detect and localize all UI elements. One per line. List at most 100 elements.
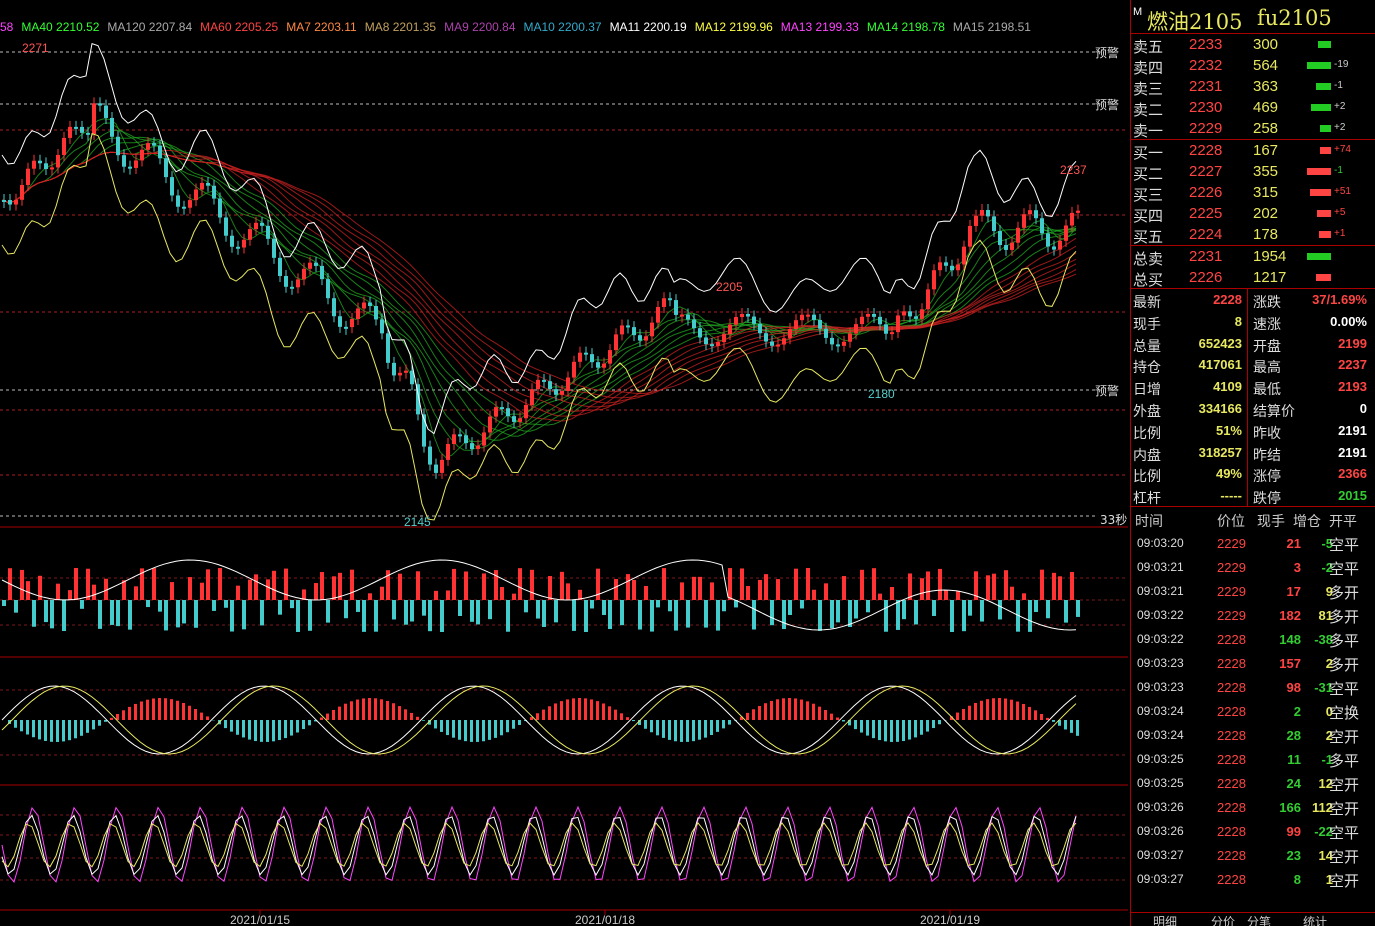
stat-row: 外盘 334166 结算价 0 <box>1131 398 1375 420</box>
volume-bar <box>728 568 732 600</box>
macd-bar <box>410 712 413 720</box>
ask-level[interactable]: 卖四 2232 564 -19 <box>1131 55 1375 77</box>
macd-bar <box>50 720 53 742</box>
candle-body <box>668 298 672 301</box>
candle-body <box>410 370 414 385</box>
tick-row[interactable]: 09:03:27 2228 8 1 空开 <box>1131 867 1375 891</box>
tick-row[interactable]: 09:03:22 2228 148 -38 多平 <box>1131 627 1375 651</box>
bid-level[interactable]: 买五 2224 178 +1 <box>1131 224 1375 246</box>
candle-body <box>812 314 816 320</box>
stat-value: 652423 <box>1198 335 1242 351</box>
tick-row[interactable]: 09:03:23 2228 157 2 多开 <box>1131 651 1375 675</box>
candle-body <box>254 222 258 230</box>
candle-body <box>1034 210 1038 219</box>
ask-book: 卖五 2233 300 卖四 2232 564 -19 卖三 2231 363 -1 卖二 2230 46… <box>1131 34 1375 140</box>
tick-row[interactable]: 09:03:21 2229 3 -2 空平 <box>1131 555 1375 579</box>
tick-row[interactable]: 09:03:26 2228 99 -22 空平 <box>1131 819 1375 843</box>
bid-level[interactable]: 买一 2228 167 +74 <box>1131 140 1375 162</box>
macd-bar <box>194 709 197 720</box>
volume-bar <box>914 600 918 625</box>
candle-body <box>842 341 846 346</box>
tick-row[interactable]: 09:03:22 2229 182 81 多开 <box>1131 603 1375 627</box>
tick-time: 09:03:20 <box>1137 536 1184 550</box>
candle-body <box>1028 210 1032 215</box>
tick-volume: 11 <box>1287 752 1301 767</box>
tick-time: 09:03:27 <box>1137 848 1184 862</box>
volume-bar <box>584 600 588 632</box>
tick-volume: 166 <box>1279 800 1301 815</box>
volume-bar <box>944 590 948 600</box>
volume-bar <box>446 590 450 600</box>
tick-row[interactable]: 09:03:27 2228 23 14 空开 <box>1131 843 1375 867</box>
macd-bar <box>1064 720 1067 730</box>
tick-row[interactable]: 09:03:20 2229 21 -5 空平 <box>1131 531 1375 555</box>
tick-volume: 23 <box>1286 848 1301 863</box>
candle-body <box>656 306 660 323</box>
volume-bar <box>158 600 162 612</box>
candle-body <box>242 239 246 248</box>
candle-body <box>74 126 78 129</box>
level-price: 2230 <box>1189 99 1223 116</box>
macd-bar <box>128 706 131 720</box>
candle-body <box>524 404 528 419</box>
level-volume: 167 <box>1253 142 1279 159</box>
ma-line <box>1 151 1077 412</box>
tick-type: 空开 <box>1329 873 1360 890</box>
macd-bar <box>980 700 983 720</box>
tab-detail[interactable]: 明细 <box>1153 915 1178 926</box>
candle-body <box>1016 227 1020 243</box>
volume-bar <box>638 600 642 630</box>
tick-row[interactable]: 09:03:21 2229 17 9 多开 <box>1131 579 1375 603</box>
macd-bar <box>320 717 323 720</box>
tick-row[interactable]: 09:03:24 2228 28 2 空开 <box>1131 723 1375 747</box>
stat-label: 杠杆 <box>1133 490 1161 507</box>
stat-row: 杠杆 ----- 跌停 2015 <box>1131 485 1375 507</box>
candle-body <box>536 379 540 390</box>
volume-bar <box>764 574 768 600</box>
macd-bar <box>656 720 659 736</box>
volume-bar <box>524 600 528 613</box>
bid-level[interactable]: 总买 2226 1217 <box>1131 267 1375 289</box>
tab-stats[interactable]: 统计 <box>1303 915 1328 926</box>
tick-oi-change: 12 <box>1318 776 1333 791</box>
tab-price-dist[interactable]: 分价 <box>1211 915 1236 926</box>
kline-chart-area[interactable]: 预警 预警 预警 33秒 2271 2145 2205 2180 2237 2021/01/15 2… <box>0 0 1128 926</box>
ask-level[interactable]: 卖二 2230 469 +2 <box>1131 97 1375 119</box>
stat-value: 2015 <box>1338 488 1367 504</box>
volume-bar <box>1319 231 1331 238</box>
volume-bar <box>974 571 978 600</box>
volume-bar <box>1310 189 1331 196</box>
candle-body <box>134 160 138 168</box>
volume-bar <box>950 600 954 632</box>
bid-level[interactable]: 买二 2227 355 -1 <box>1131 161 1375 183</box>
ma-legend-item: MA7 2203.11 <box>286 20 357 34</box>
tick-row[interactable]: 09:03:23 2228 98 -31 空平 <box>1131 675 1375 699</box>
ask-level[interactable]: 总卖 2231 1954 <box>1131 246 1375 268</box>
instrument-code: fu2105 <box>1257 6 1332 30</box>
tick-row[interactable]: 09:03:25 2228 11 -1 多平 <box>1131 747 1375 771</box>
macd-bar <box>1052 720 1055 722</box>
volume-bar <box>1058 576 1062 600</box>
candle-body <box>1004 245 1008 250</box>
tick-row[interactable]: 09:03:26 2228 166 112 空开 <box>1131 795 1375 819</box>
tick-row[interactable]: 09:03:25 2228 24 12 空开 <box>1131 771 1375 795</box>
tick-row[interactable]: 09:03:24 2228 2 0 空换 <box>1131 699 1375 723</box>
candle-body <box>860 316 864 325</box>
ask-level[interactable]: 卖一 2229 258 +2 <box>1131 118 1375 140</box>
bid-level[interactable]: 买四 2225 202 +5 <box>1131 203 1375 225</box>
ask-level[interactable]: 卖三 2231 363 -1 <box>1131 76 1375 98</box>
tick-oi-change: 81 <box>1318 608 1333 623</box>
candle-body <box>746 314 750 317</box>
volume-bar <box>164 600 168 631</box>
volume-bar <box>890 587 894 600</box>
bid-level[interactable]: 买三 2226 315 +51 <box>1131 182 1375 204</box>
tick-list[interactable]: 09:03:20 2229 21 -5 空平 09:03:21 2229 3 -2 空平 09:03… <box>1131 531 1375 891</box>
ask-level[interactable]: 卖五 2233 300 <box>1131 34 1375 56</box>
macd-bar <box>500 720 503 736</box>
volume-bar <box>188 577 192 600</box>
volume-bar <box>842 576 846 600</box>
menu-marker-icon[interactable]: M <box>1133 6 1143 18</box>
stat-row: 总量 652423 开盘 2199 <box>1131 333 1375 355</box>
tab-ticks[interactable]: 分笔 <box>1247 915 1272 926</box>
macd-bar <box>338 706 341 720</box>
